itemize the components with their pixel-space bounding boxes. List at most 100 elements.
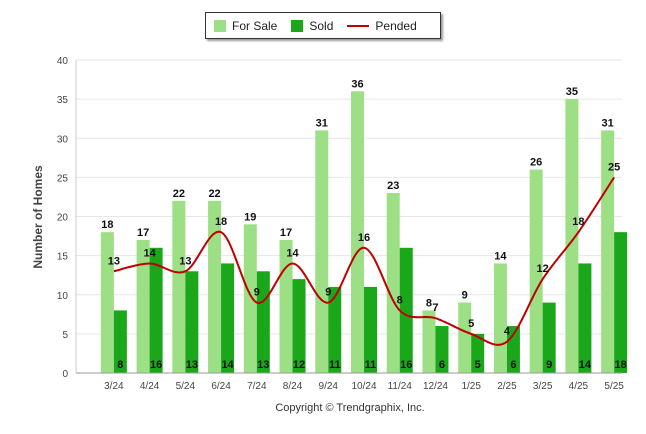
for-sale-value-label: 36 <box>351 78 363 90</box>
y-tick-label: 15 <box>57 252 69 263</box>
sold-bar <box>364 286 377 373</box>
for-sale-value-label: 19 <box>244 211 256 223</box>
pended-value-label: 9 <box>254 287 260 299</box>
for-sale-value-label: 14 <box>494 250 507 262</box>
sold-swatch <box>291 19 304 32</box>
pended-value-label: 7 <box>432 302 438 314</box>
for-sale-value-label: 17 <box>280 227 292 239</box>
x-tick-label: 12/24 <box>423 381 448 392</box>
x-tick-label: 5/25 <box>604 381 624 392</box>
copyright-credit: Copyright © Trendgraphix, Inc. <box>275 402 425 414</box>
pended-value-label: 14 <box>143 247 156 259</box>
x-tick-label: 3/24 <box>104 381 124 392</box>
x-tick-label: 9/24 <box>319 381 339 392</box>
pended-value-label: 25 <box>608 161 620 173</box>
sold-value-label: 8 <box>117 359 123 371</box>
pended-value-label: 8 <box>397 294 403 306</box>
sold-bar <box>435 326 449 373</box>
x-tick-label: 11/24 <box>388 381 413 392</box>
sold-bar <box>149 247 163 373</box>
for-sale-bar <box>100 232 114 373</box>
for-sale-bar <box>458 302 472 373</box>
for-sale-bar <box>565 99 579 373</box>
sold-bar <box>292 279 306 373</box>
y-tick-label: 30 <box>57 134 69 145</box>
x-tick-label: 5/24 <box>176 381 196 392</box>
sold-value-label: 11 <box>365 359 377 371</box>
pended-value-label: 13 <box>179 255 191 267</box>
legend-label-sold: Sold <box>309 18 334 33</box>
pended-line <box>113 176 615 346</box>
sold-bar <box>185 271 199 373</box>
pended-value-label: 14 <box>286 247 299 259</box>
pended-value-label: 18 <box>572 216 584 228</box>
sold-value-label: 14 <box>579 359 592 371</box>
sold-value-label: 13 <box>257 359 269 371</box>
for-sale-bar <box>386 193 400 373</box>
y-tick-label: 35 <box>57 95 69 106</box>
for-sale-value-label: 22 <box>173 188 185 200</box>
pended-value-label: 18 <box>215 216 227 228</box>
for-sale-value-label: 31 <box>602 117 614 129</box>
for-sale-value-label: 18 <box>101 219 113 231</box>
for-sale-bar <box>529 169 543 373</box>
y-axis: 0 5 10 15 20 25 30 35 40 <box>57 56 77 380</box>
sold-value-label: 18 <box>615 359 627 371</box>
legend-item-pended[interactable]: Pended <box>347 18 417 33</box>
y-axis-label: Number of Homes <box>31 165 45 269</box>
x-tick-label: 3/25 <box>533 381 553 392</box>
pended-swatch <box>347 24 370 27</box>
legend-label-pended: Pended <box>375 18 417 33</box>
legend-label-for-sale: For Sale <box>232 18 278 33</box>
for-sale-bar <box>315 130 329 373</box>
for-sale-bar <box>243 224 257 373</box>
legend-item-for-sale[interactable]: For Sale <box>214 19 277 33</box>
x-tick-label: 8/24 <box>283 381 303 392</box>
pended-value-label: 16 <box>358 232 370 244</box>
pended-value-label: 12 <box>537 263 549 275</box>
pended-value-label: 4 <box>504 326 511 338</box>
x-tick-label: 7/24 <box>247 381 267 392</box>
x-tick-label: 2/25 <box>497 381 517 392</box>
for-sale-swatch <box>214 19 226 32</box>
sold-bar <box>471 333 485 373</box>
y-tick-label: 10 <box>57 291 69 302</box>
pended-value-label: 13 <box>108 255 120 267</box>
legend: For Sale Sold Pended <box>205 12 441 39</box>
sold-value-label: 13 <box>186 359 198 371</box>
for-sale-bar <box>136 239 150 373</box>
sold-bar <box>578 263 592 373</box>
sold-bar <box>328 286 342 373</box>
sold-bar <box>113 310 127 373</box>
sold-value-label: 9 <box>546 359 552 371</box>
y-tick-label: 0 <box>62 369 68 380</box>
for-sale-value-label: 31 <box>316 117 328 129</box>
legend-item-sold[interactable]: Sold <box>291 19 333 33</box>
for-sale-bar <box>279 239 293 373</box>
for-sale-value-label: 23 <box>387 180 399 192</box>
pended-value-label: 5 <box>468 318 474 330</box>
sold-value-label: 16 <box>400 359 412 371</box>
sold-value-label: 5 <box>475 359 481 371</box>
for-sale-value-label: 17 <box>137 227 149 239</box>
x-tick-label: 1/25 <box>461 381 481 392</box>
sold-value-label: 6 <box>439 359 445 371</box>
for-sale-bar <box>172 200 186 373</box>
pended-line-path <box>113 176 615 346</box>
sold-value-label: 6 <box>510 359 516 371</box>
y-tick-label: 5 <box>62 330 68 341</box>
sold-value-label: 16 <box>150 359 162 371</box>
x-tick-label: 10/24 <box>351 381 376 392</box>
sold-bar <box>399 247 413 373</box>
x-axis: 3/24 4/24 5/24 6/24 7/24 8/24 9/24 10/24 11/24 12… <box>76 372 624 392</box>
for-sale-value-label: 22 <box>208 188 220 200</box>
bars <box>100 91 628 374</box>
data-labels: 18 8 17 16 22 13 22 14 19 13 17 12 31 11 36 11 23 16 8 6 9 5 1… <box>101 78 627 371</box>
sold-value-label: 14 <box>221 359 234 371</box>
y-tick-label: 25 <box>57 173 69 184</box>
sold-value-label: 12 <box>293 359 305 371</box>
for-sale-value-label: 8 <box>426 297 432 309</box>
for-sale-bar <box>422 310 436 373</box>
for-sale-bar <box>208 200 222 373</box>
